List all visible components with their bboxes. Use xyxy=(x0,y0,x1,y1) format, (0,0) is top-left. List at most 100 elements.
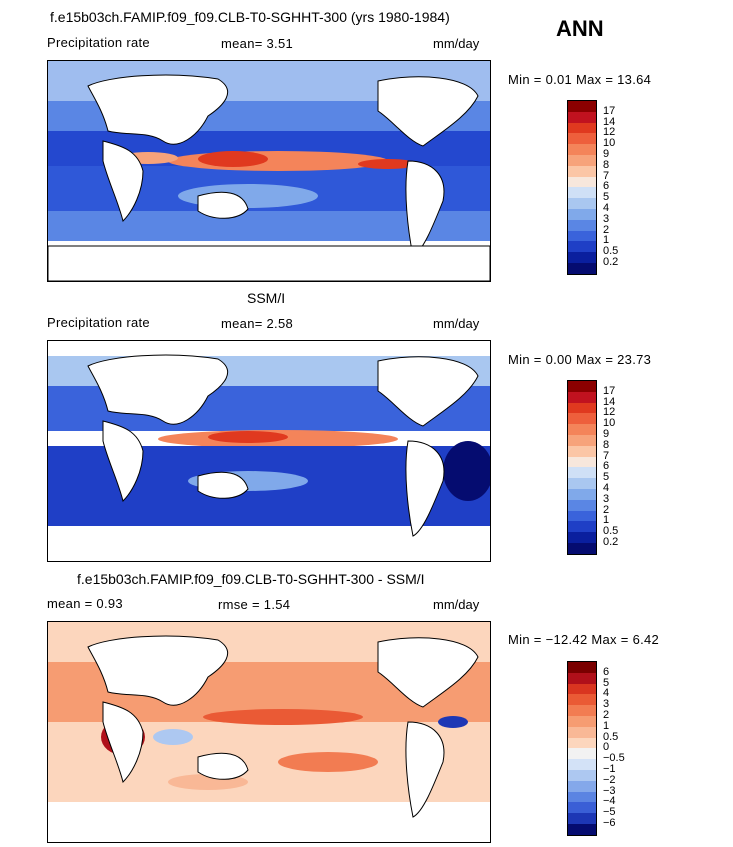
colorbar-tick-label: −5 xyxy=(603,806,616,819)
colorbar-tick-label: 14 xyxy=(603,395,616,408)
colorbar-swatch xyxy=(568,769,596,781)
colorbar-swatch xyxy=(568,176,596,188)
panel2-minmax: Min = 0.00 Max = 23.73 xyxy=(508,352,652,367)
colorbar-swatch xyxy=(568,144,596,155)
colorbar-swatch xyxy=(568,198,596,209)
colorbar-swatch xyxy=(568,456,596,468)
colorbar-tick-label: 0.5 xyxy=(603,730,619,743)
colorbar-tick-label: 2 xyxy=(603,503,610,516)
colorbar-tick-label: −0.5 xyxy=(603,752,625,765)
colorbar-tick-label: 0 xyxy=(603,741,610,754)
colorbar-tick-label: 0.5 xyxy=(603,525,619,538)
colorbar-tick-label: 5 xyxy=(603,191,610,204)
panel2-units: mm/day xyxy=(433,316,480,331)
colorbar-swatch xyxy=(568,122,596,134)
colorbar-tick-label: 4 xyxy=(603,202,610,214)
colorbar-swatch xyxy=(568,133,596,145)
panel1-minmax: Min = 0.01 Max = 13.64 xyxy=(508,72,652,87)
colorbar-tick-label: 1 xyxy=(603,514,610,527)
colorbar-tick-label: 5 xyxy=(603,471,610,484)
colorbar-tick-label: 1 xyxy=(603,234,610,247)
colorbar-swatch xyxy=(568,499,596,511)
colorbar-tick-label: 3 xyxy=(603,492,610,505)
colorbar-swatch xyxy=(568,381,596,392)
colorbar-swatch xyxy=(568,532,596,543)
colorbar-tick-label: 2 xyxy=(603,709,610,721)
colorbar-swatch xyxy=(568,662,596,673)
colorbar-tick-label: 1 xyxy=(603,719,610,732)
colorbar-swatch xyxy=(568,219,596,231)
panel3-units: mm/day xyxy=(433,597,480,612)
colorbar-swatch xyxy=(568,759,596,770)
panel1-title: f.e15b03ch.FAMIP.f09_f09.CLB-T0-SGHHT-30… xyxy=(50,9,450,25)
colorbar-swatch xyxy=(568,672,596,684)
panel2-map xyxy=(47,340,491,562)
colorbar-swatch xyxy=(568,694,596,706)
colorbar-swatch xyxy=(568,413,596,425)
colorbar-tick-label: −1 xyxy=(603,763,616,775)
colorbar-swatch xyxy=(568,802,596,814)
colorbar-swatch xyxy=(568,715,596,727)
panel3-minmax: Min = −12.42 Max = 6.42 xyxy=(508,632,660,647)
colorbar-tick-label: 14 xyxy=(603,115,616,128)
panel1-variable-label: Precipitation rate xyxy=(47,35,150,50)
panel2-title: SSM/I xyxy=(247,290,286,306)
panel3-colorbar xyxy=(567,661,597,836)
colorbar-tick-label: 3 xyxy=(603,212,610,225)
colorbar-tick-label: 0.2 xyxy=(603,536,619,548)
colorbar-tick-label: 5 xyxy=(603,676,610,689)
colorbar-tick-label: 0.2 xyxy=(603,256,619,268)
colorbar-tick-label: 8 xyxy=(603,438,610,451)
panel1-colorbar xyxy=(567,100,597,275)
colorbar-swatch xyxy=(568,542,596,554)
colorbar-tick-label: 9 xyxy=(603,428,610,440)
colorbar-swatch xyxy=(568,521,596,533)
colorbar-swatch xyxy=(568,111,596,123)
colorbar-swatch xyxy=(568,683,596,695)
colorbar-swatch xyxy=(568,510,596,522)
colorbar-swatch xyxy=(568,488,596,500)
panel3-map xyxy=(47,621,491,843)
colorbar-swatch xyxy=(568,726,596,738)
season-label: ANN xyxy=(556,16,604,41)
colorbar-swatch xyxy=(568,208,596,220)
colorbar-swatch xyxy=(568,823,596,835)
panel1-units: mm/day xyxy=(433,36,480,51)
colorbar-tick-label: −3 xyxy=(603,784,616,797)
colorbar-swatch xyxy=(568,154,596,166)
colorbar-tick-label: 7 xyxy=(603,169,610,182)
colorbar-tick-label: −2 xyxy=(603,773,616,786)
colorbar-tick-label: 10 xyxy=(603,137,616,150)
colorbar-swatch xyxy=(568,424,596,435)
panel1-mean-label: mean= 3.51 xyxy=(221,36,294,51)
colorbar-tick-label: 17 xyxy=(603,104,616,117)
colorbar-tick-label: 17 xyxy=(603,384,616,397)
colorbar-tick-label: 6 xyxy=(603,665,610,678)
colorbar-tick-label: 2 xyxy=(603,223,610,236)
panel2-mean-label: mean= 2.58 xyxy=(221,316,294,331)
colorbar-tick-label: 4 xyxy=(603,482,610,494)
colorbar-swatch xyxy=(568,230,596,242)
colorbar-tick-label: 6 xyxy=(603,460,610,473)
panel3-rmse-label: rmse = 1.54 xyxy=(218,597,291,612)
panel3-title: f.e15b03ch.FAMIP.f09_f09.CLB-T0-SGHHT-30… xyxy=(77,571,425,587)
colorbar-swatch xyxy=(568,391,596,403)
colorbar-swatch xyxy=(568,101,596,112)
colorbar-swatch xyxy=(568,467,596,479)
colorbar-tick-label: 7 xyxy=(603,449,610,462)
colorbar-swatch xyxy=(568,780,596,792)
colorbar-swatch xyxy=(568,187,596,199)
colorbar-swatch xyxy=(568,434,596,446)
colorbar-swatch xyxy=(568,262,596,274)
colorbar-tick-label: 9 xyxy=(603,148,610,160)
panel2-variable-label: Precipitation rate xyxy=(47,315,150,330)
colorbar-swatch xyxy=(568,241,596,253)
colorbar-tick-label: 12 xyxy=(603,406,616,419)
colorbar-swatch xyxy=(568,748,596,760)
colorbar-swatch xyxy=(568,813,596,824)
panel1-map xyxy=(47,60,491,282)
colorbar-tick-label: 3 xyxy=(603,698,610,711)
colorbar-swatch xyxy=(568,791,596,803)
colorbar-tick-label: 0.5 xyxy=(603,245,619,258)
panel2-colorbar xyxy=(567,380,597,555)
